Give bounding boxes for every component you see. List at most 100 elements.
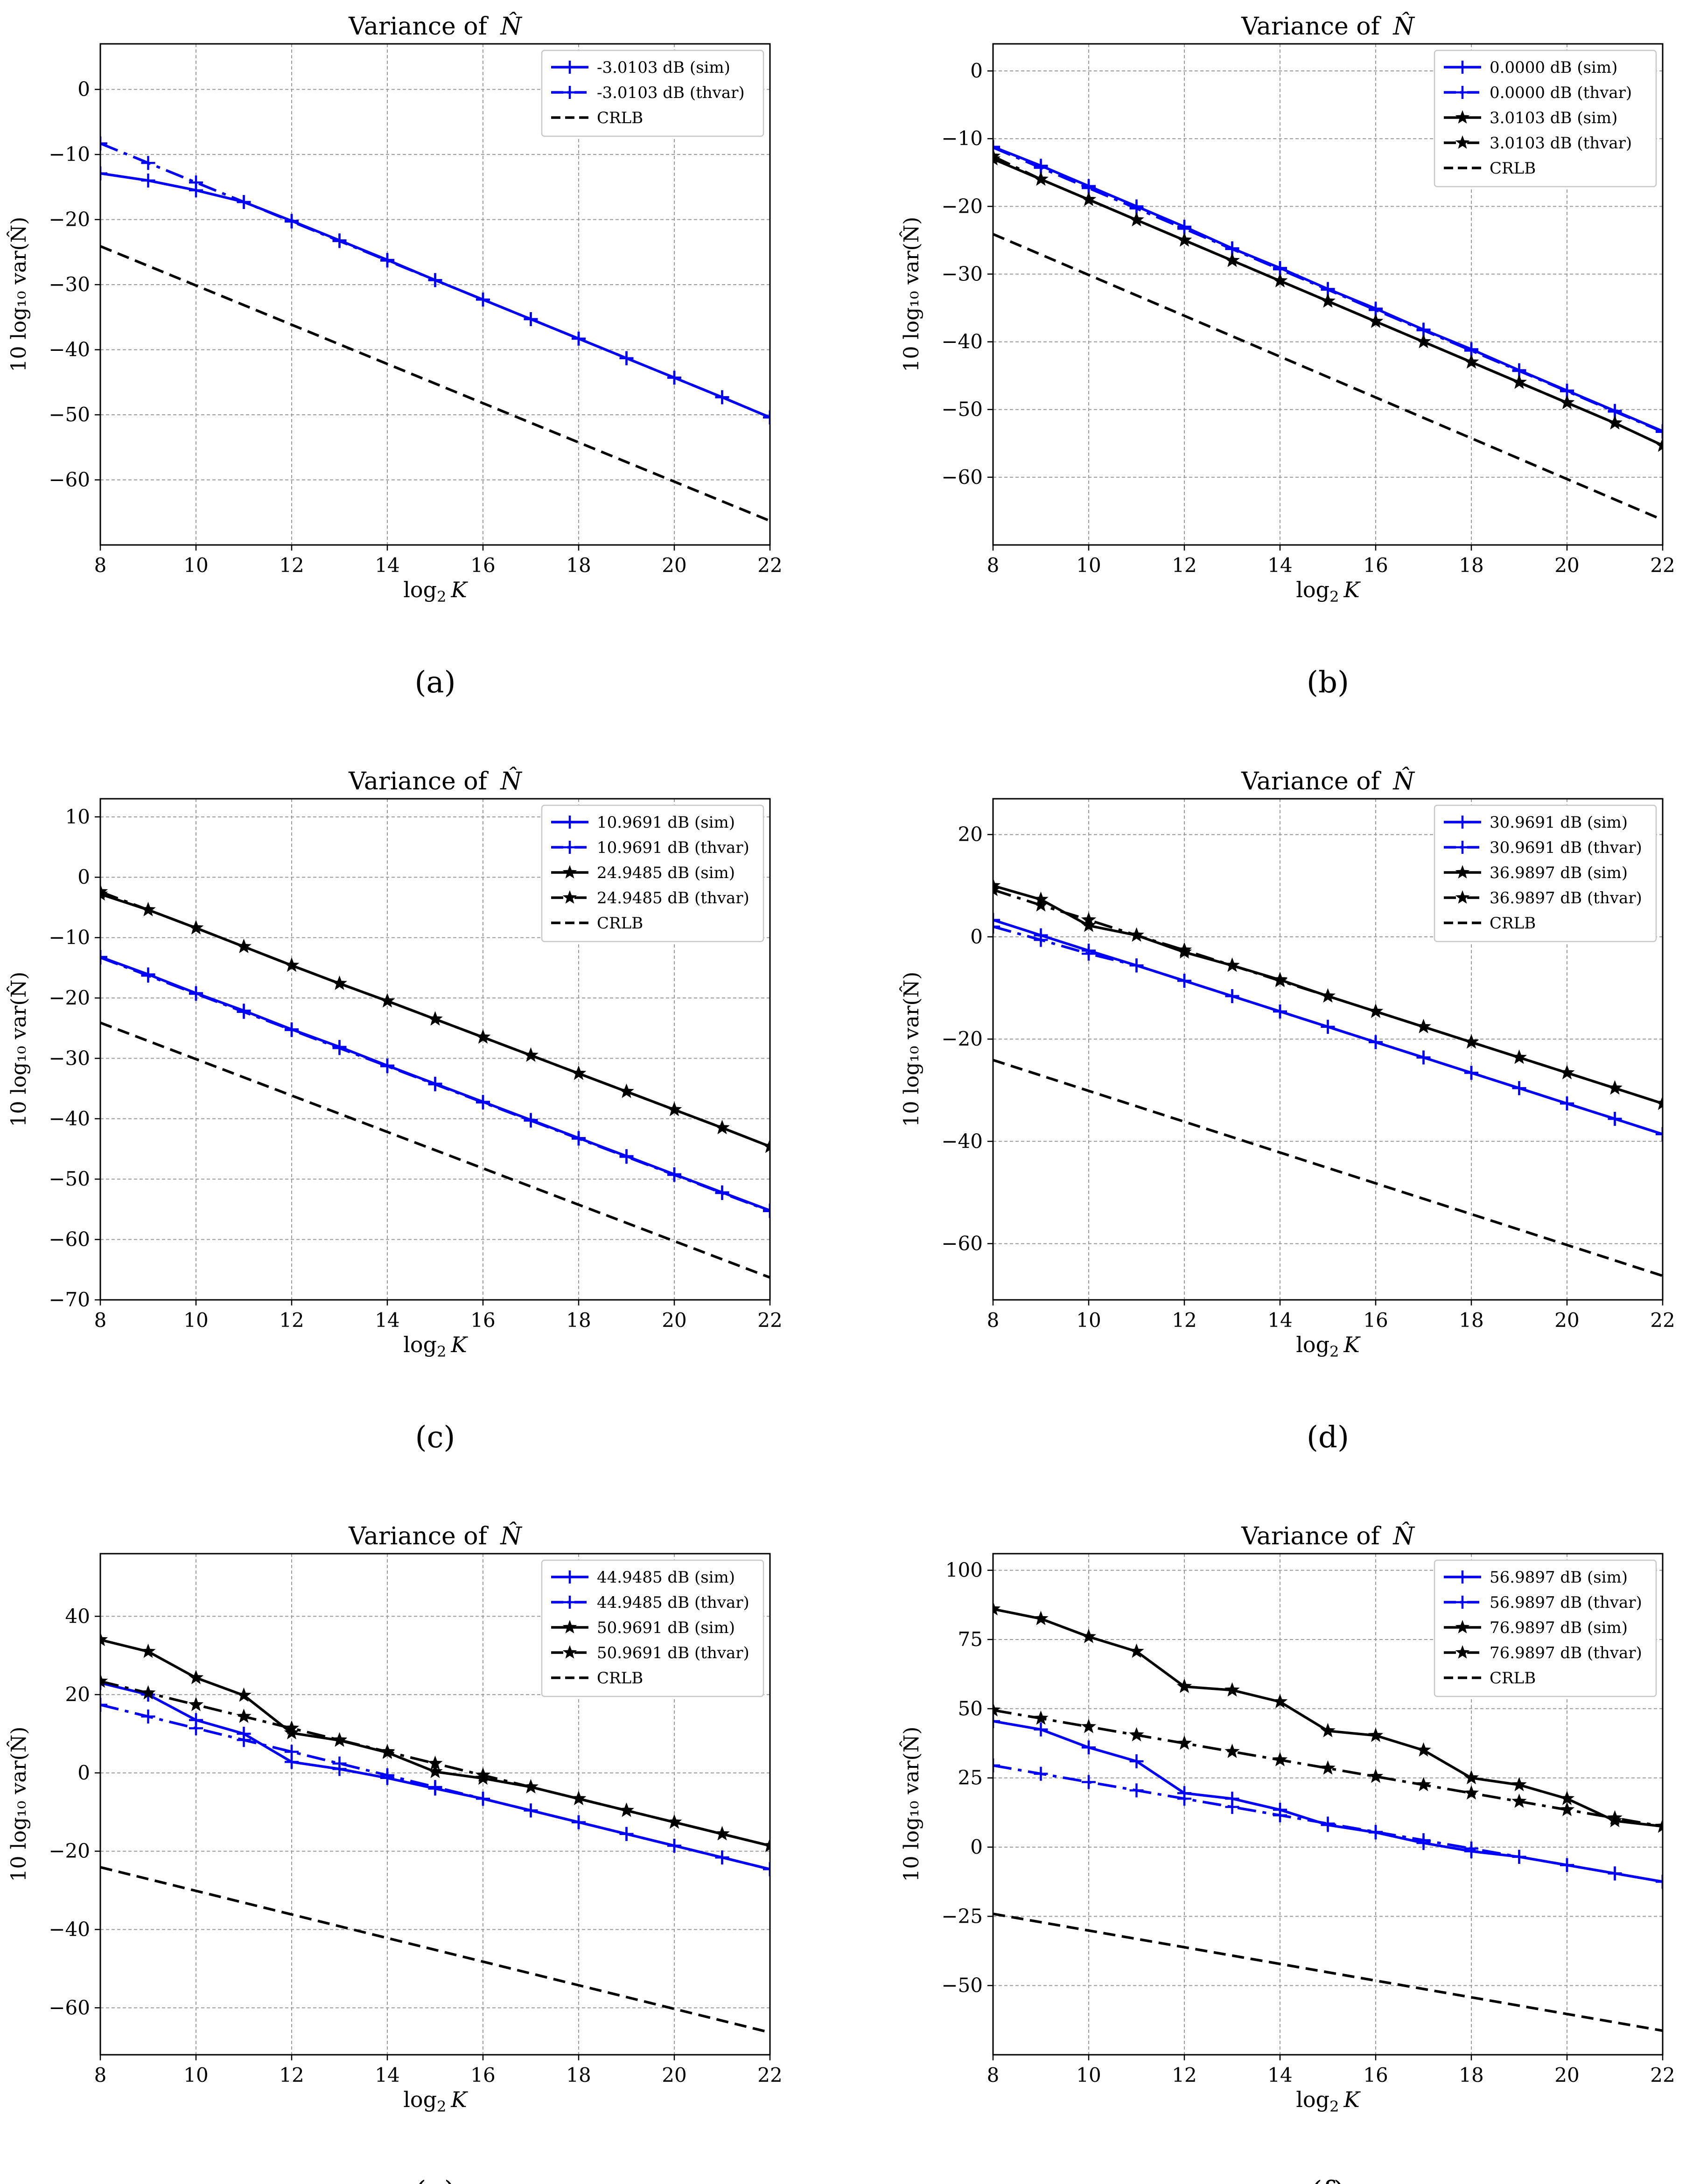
legend-box — [541, 804, 764, 942]
y-tick-label: 0 — [970, 59, 983, 82]
plus-marker — [476, 1792, 490, 1806]
star-marker — [1176, 1678, 1192, 1693]
plus-marker — [1512, 1081, 1526, 1095]
star-marker — [188, 1696, 204, 1711]
legend: 44.9485 dB (sim) 44.9485 dB (thvar) 50.969… — [541, 1559, 764, 1697]
legend-plus-marker — [563, 816, 576, 829]
y-tick-label: −40 — [941, 330, 983, 353]
x-tick-label: 12 — [1172, 1309, 1196, 1332]
star-marker — [284, 957, 300, 972]
y-tick-label: −50 — [49, 1167, 90, 1190]
y-tick-label: 50 — [958, 1697, 983, 1720]
star-marker — [427, 1011, 443, 1026]
x-tick-label: 10 — [1076, 2064, 1101, 2086]
star-marker — [1224, 252, 1240, 267]
x-tick-label: 18 — [566, 2064, 591, 2086]
plus-marker — [285, 1023, 299, 1037]
legend-label-2: -3.0103 dB (thvar) — [597, 84, 745, 102]
plus-marker — [428, 1780, 442, 1794]
title-text: Variance of — [348, 13, 495, 41]
series-line-5 — [100, 1866, 770, 2034]
legend-label-2: 30.9691 dB (thvar) — [1490, 838, 1642, 857]
legend-star-marker — [1455, 1645, 1470, 1659]
x-tick-label: 14 — [375, 554, 399, 577]
star-marker — [1129, 1727, 1144, 1742]
plus-marker — [285, 214, 299, 229]
y-tick-label: 25 — [958, 1766, 983, 1789]
star-marker — [1129, 1643, 1144, 1658]
star-marker — [1368, 314, 1384, 328]
x-tick-label: 22 — [1650, 554, 1675, 577]
plus-marker — [1321, 1019, 1335, 1034]
plus-marker — [380, 253, 394, 268]
star-marker — [100, 884, 108, 898]
x-tick-label: 12 — [1172, 2064, 1196, 2086]
x-tick-label: 8 — [94, 554, 107, 577]
x-label-log: log — [403, 577, 437, 602]
x-tick-label: 8 — [987, 2064, 1000, 2086]
legend-label-4: 50.9691 dB (thvar) — [597, 1644, 749, 1662]
x-tick-label: 18 — [1459, 554, 1483, 577]
plus-marker — [1512, 1849, 1526, 1864]
star-marker — [1655, 1818, 1663, 1833]
x-axis-label: log2 K — [1296, 1332, 1361, 1361]
star-marker — [1607, 1810, 1623, 1825]
star-marker — [379, 993, 395, 1008]
y-tick-label: 10 — [65, 805, 90, 828]
y-tick-label: −20 — [941, 1027, 983, 1050]
star-marker — [1272, 1752, 1288, 1766]
x-label-sub: 2 — [437, 1343, 446, 1361]
legend-plus-marker — [563, 1596, 576, 1609]
star-marker — [1607, 1080, 1623, 1095]
y-tick-label: −20 — [49, 208, 90, 231]
star-marker — [1463, 1034, 1479, 1049]
title-symbol: N̂ — [1392, 12, 1415, 41]
x-tick-label: 10 — [183, 554, 208, 577]
legend: -3.0103 dB (sim) -3.0103 dB (thvar) CRLB — [541, 49, 764, 137]
x-tick-label: 22 — [757, 1309, 782, 1332]
x-tick-label: 8 — [987, 1309, 1000, 1332]
star-marker — [1176, 942, 1192, 957]
star-marker — [1320, 1760, 1336, 1775]
x-tick-label: 16 — [1363, 2064, 1388, 2086]
y-tick-label: −10 — [49, 143, 90, 166]
plus-marker — [619, 1150, 634, 1164]
y-tick-label: −30 — [49, 273, 90, 296]
legend-plus-marker — [1456, 1570, 1469, 1584]
series-layer — [100, 136, 770, 522]
plus-marker — [1560, 1096, 1574, 1111]
legend-plus-marker — [563, 61, 576, 74]
plus-marker — [428, 1077, 442, 1092]
plus-marker — [332, 1756, 347, 1771]
x-tick-label: 8 — [94, 2064, 107, 2086]
star-marker — [236, 1709, 252, 1723]
star-marker — [1416, 1777, 1431, 1792]
plus-marker — [524, 1803, 538, 1818]
x-tick-label: 20 — [1554, 1309, 1579, 1332]
plus-marker — [1177, 1792, 1191, 1806]
x-tick-label: 8 — [987, 554, 1000, 577]
star-marker — [188, 1670, 204, 1684]
axes-frame — [99, 43, 771, 546]
plus-marker — [1656, 1127, 1663, 1141]
star-marker — [1559, 1791, 1575, 1805]
legend-star-marker — [1455, 1620, 1470, 1633]
x-tick-label: 16 — [470, 1309, 495, 1332]
y-tick-label: −20 — [49, 986, 90, 1009]
x-tick-label: 14 — [1267, 554, 1292, 577]
x-tick-label: 22 — [757, 2064, 782, 2086]
subfigure-caption: (a) — [414, 665, 455, 700]
series-line-5 — [993, 233, 1663, 521]
star-marker — [284, 1720, 300, 1735]
y-tick-label: −70 — [49, 1288, 90, 1311]
star-marker — [1081, 912, 1097, 927]
plus-marker — [1416, 1050, 1431, 1065]
plus-marker — [141, 156, 155, 170]
legend-box — [541, 1559, 764, 1697]
series-line-4 — [993, 1709, 1663, 1828]
plus-marker — [993, 913, 1000, 927]
chart-title: Variance of N̂ — [1241, 1522, 1415, 1550]
y-tick-label: −40 — [941, 1130, 983, 1152]
y-tick-label: 0 — [77, 1761, 90, 1784]
